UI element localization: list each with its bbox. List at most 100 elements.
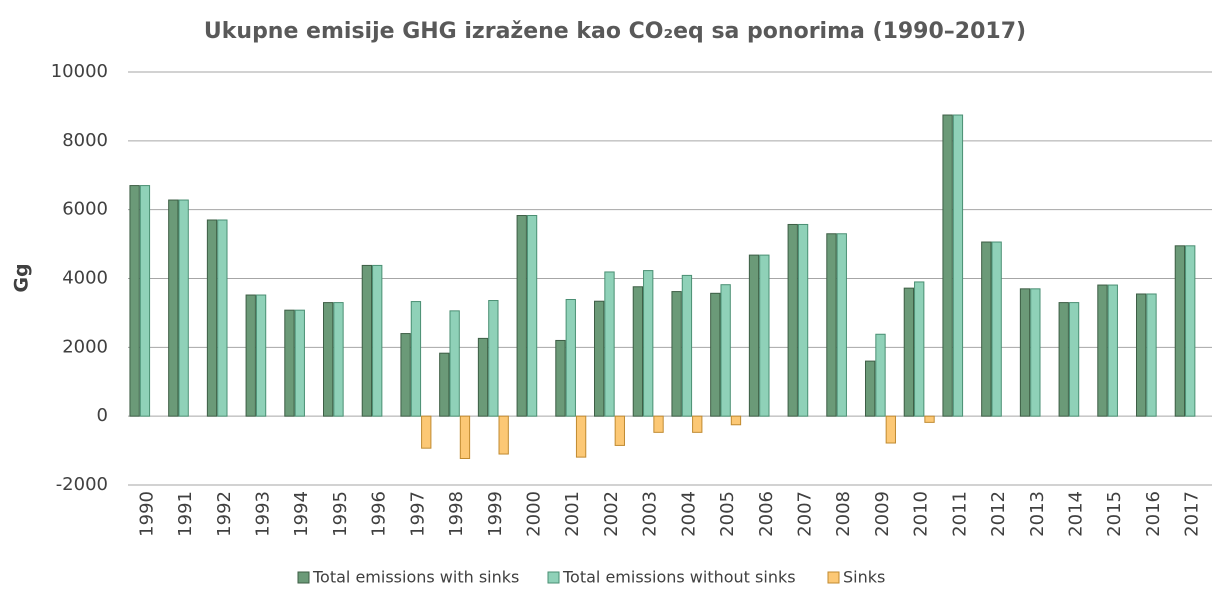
y-tick-label: 2000 [62,336,108,357]
x-tick-label: 2006 [756,491,777,537]
bar [885,415,896,444]
bar [526,215,538,417]
x-tick-label: 2013 [1027,491,1048,537]
x-tick-label: 2003 [640,491,661,537]
bar [178,199,189,417]
bar [681,274,693,417]
x-tick-label: 1999 [485,491,506,537]
bar [217,219,228,417]
bar [498,415,509,455]
x-tick-label: 2010 [911,491,932,537]
x-tick-label: 2000 [524,491,545,537]
bar [400,333,411,417]
x-tick-label: 1991 [175,491,196,537]
bar [284,309,295,417]
bar [1019,288,1031,417]
bar [836,233,847,417]
bar [333,302,344,417]
bar [710,292,721,417]
bar [1107,284,1118,417]
bar [449,310,460,417]
bar [1068,302,1080,417]
bar [1058,302,1069,417]
bar [555,339,566,417]
bar [294,309,305,417]
x-tick-label: 1996 [369,491,390,537]
bar [245,294,256,417]
x-tick-label: 2004 [678,491,699,537]
bar [516,215,527,417]
bar [875,333,886,417]
x-tick-label: 1992 [214,491,235,537]
bar [759,254,770,417]
bar [614,415,625,446]
y-tick-label: 6000 [62,199,108,220]
bar [323,302,334,417]
bar [692,415,703,433]
chart-title: Ukupne emisije GHG izražene kao CO₂eq sa… [204,19,1026,44]
bar [410,301,422,417]
y-tick-label: 4000 [62,268,108,289]
x-tick-label: 2016 [1143,491,1164,537]
x-tick-label: 2007 [795,491,816,537]
x-tick-label: 2001 [562,491,583,537]
bar [991,241,1002,417]
bar [575,415,587,458]
x-tick-label: 1998 [446,491,467,537]
bar [942,114,953,417]
x-tick-label: 2002 [601,491,622,537]
bar [981,241,992,417]
y-tick-label: 10000 [51,61,108,82]
bar [565,298,576,417]
legend-swatch [827,571,840,584]
bar [139,185,151,417]
bar [826,233,837,417]
bar [720,284,731,417]
legend-swatch [547,571,560,584]
legend-label: Total emissions with sinks [312,568,519,587]
x-tick-label: 2005 [717,491,738,537]
bar [952,114,964,417]
x-tick-label: 2012 [988,491,1009,537]
bar [206,219,218,417]
bar [1146,293,1157,417]
bar [361,264,373,417]
y-tick-label: 0 [97,405,108,426]
bar [1097,284,1108,417]
bar [653,415,664,433]
x-tick-label: 1990 [136,491,157,537]
bar [1174,245,1186,417]
bar [924,415,935,423]
x-tick-label: 2015 [1104,491,1125,537]
x-tick-label: 1994 [291,491,312,537]
legend-label: Total emissions without sinks [562,568,796,587]
x-tick-label: 2014 [1066,491,1087,537]
bar [914,281,925,417]
x-tick-label: 2017 [1182,491,1203,537]
bar [129,185,140,417]
bar [459,415,471,459]
bar [439,352,450,417]
bar [643,270,654,417]
bar [488,300,499,417]
bar [1136,293,1147,417]
x-tick-label: 2008 [833,491,854,537]
bar [255,294,267,417]
bar [1030,288,1041,417]
y-axis-label: Gg [11,263,33,292]
x-tick-label: 1997 [407,491,428,537]
x-tick-label: 2009 [872,491,893,537]
bar [372,264,383,417]
bar [421,415,432,449]
bar [168,199,179,417]
bar [1185,245,1196,417]
bar [748,254,760,417]
bar [671,291,682,417]
bar [632,286,644,417]
bar [797,223,809,417]
bar [604,271,615,417]
bar [594,300,605,417]
x-tick-label: 1993 [253,491,274,537]
bar [730,415,742,426]
x-tick-label: 2011 [949,491,970,537]
